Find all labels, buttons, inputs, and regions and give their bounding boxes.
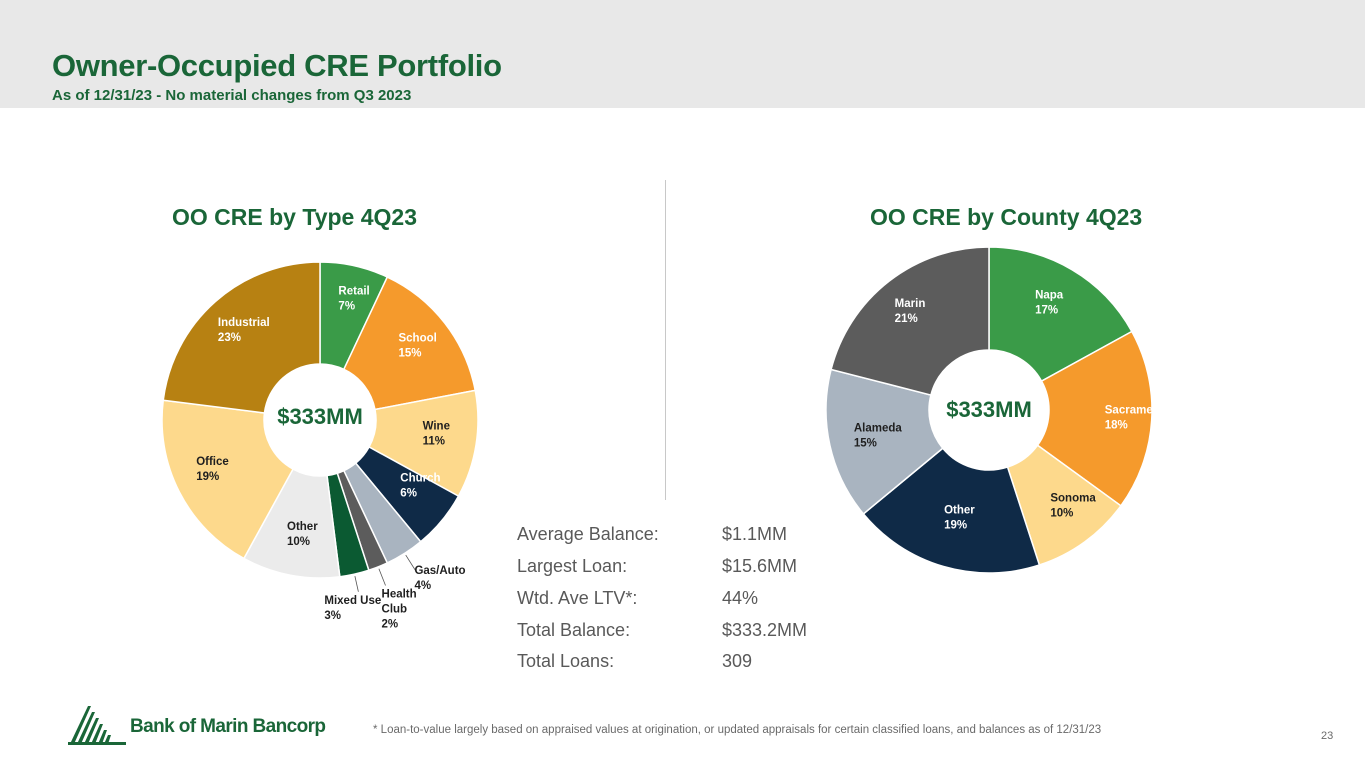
stat-average-balance: Average Balance: $1.1MM bbox=[517, 524, 837, 552]
stat-total-balance: Total Balance: $333.2MM bbox=[517, 620, 837, 648]
label-mixed-use: Mixed Use 3% bbox=[324, 595, 381, 622]
label-marin: Marin 21% bbox=[895, 298, 926, 325]
slice-school bbox=[342, 276, 477, 411]
divider bbox=[665, 180, 666, 500]
label-health-club: Health Club 2% bbox=[382, 589, 417, 631]
leader-line bbox=[378, 568, 386, 586]
footnote: * Loan-to-value largely based on apprais… bbox=[373, 724, 1102, 736]
label-office: Office 19% bbox=[196, 456, 229, 483]
stat-value: $15.6MM bbox=[722, 556, 798, 576]
type-center-label: $333MM bbox=[277, 404, 363, 429]
label-napa: Napa 17% bbox=[1035, 289, 1064, 316]
stat-value: 44% bbox=[722, 588, 759, 608]
label-school: School 15% bbox=[398, 332, 436, 359]
label-retail: Retail 7% bbox=[338, 286, 369, 313]
type-chart-title: OO CRE by Type 4Q23 bbox=[172, 204, 417, 230]
stat-value: $1.1MM bbox=[722, 524, 788, 544]
county-center-label: $333MM bbox=[946, 397, 1032, 422]
county-pie-chart: Napa 17% Sacramento 18% Sonoma 10% Other 19% Ala… bbox=[825, 246, 1171, 574]
page-subtitle: As of 12/31/23 - No material changes fro… bbox=[52, 87, 412, 104]
bank-logo: Bank of Marin Bancorp bbox=[68, 704, 326, 746]
label-other: Other 10% bbox=[287, 521, 318, 548]
stat-label: Wtd. Ave LTV*: bbox=[517, 588, 638, 608]
label-industrial: Industrial 23% bbox=[218, 317, 270, 344]
stat-wtd-ave-ltv: Wtd. Ave LTV*: 44% bbox=[517, 588, 837, 616]
label-church: Church 6% bbox=[400, 472, 440, 499]
label-sonoma: Sonoma 10% bbox=[1050, 492, 1096, 519]
label-wine: Wine 11% bbox=[423, 421, 450, 448]
slice-office bbox=[161, 399, 295, 560]
slice-marin bbox=[830, 246, 990, 396]
type-pie-chart: Retail 7% School 15% Wine 11% Church 6% Gas/Auto… bbox=[161, 261, 479, 631]
slice-napa bbox=[988, 246, 1133, 383]
leader-line bbox=[354, 576, 359, 592]
bank-logo-text: Bank of Marin Bancorp bbox=[130, 716, 326, 737]
bank-logo-icon bbox=[68, 706, 126, 745]
stat-label: Average Balance: bbox=[517, 524, 659, 544]
stat-total-loans: Total Loans: 309 bbox=[517, 651, 837, 679]
stat-value: 309 bbox=[722, 651, 753, 671]
slice-industrial bbox=[162, 261, 321, 414]
stat-label: Total Loans: bbox=[517, 651, 615, 671]
slice-alameda bbox=[825, 368, 944, 515]
label-gas-auto: Gas/Auto 4% bbox=[414, 565, 465, 592]
label-alameda: Alameda 15% bbox=[854, 423, 903, 450]
header-band bbox=[0, 0, 1365, 108]
stat-label: Largest Loan: bbox=[517, 556, 628, 576]
label-other: Other 19% bbox=[944, 504, 975, 531]
stat-label: Total Balance: bbox=[517, 620, 631, 640]
page-title: Owner-Occupied CRE Portfolio bbox=[52, 48, 502, 83]
label-sacramento: Sacramento 18% bbox=[1105, 404, 1171, 431]
stat-value: $333.2MM bbox=[722, 620, 808, 640]
page-number: 23 bbox=[1321, 730, 1334, 742]
slice-other bbox=[862, 447, 1041, 574]
leader-line bbox=[405, 554, 417, 573]
slice-sacramento bbox=[1036, 330, 1153, 507]
county-chart-title: OO CRE by County 4Q23 bbox=[870, 204, 1143, 230]
stat-largest-loan: Largest Loan: $15.6MM bbox=[517, 556, 837, 584]
